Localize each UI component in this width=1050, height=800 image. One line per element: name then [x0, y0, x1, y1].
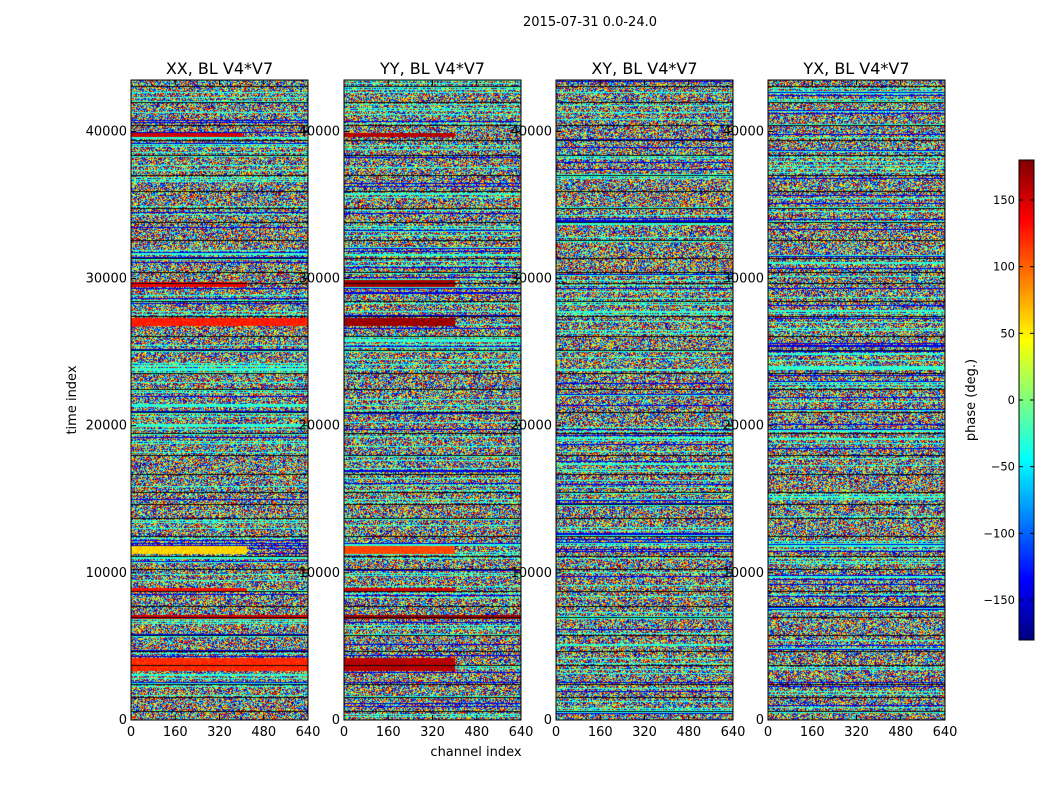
x-tick-label: 320 [420, 725, 445, 740]
x-tick-label: 480 [676, 725, 701, 740]
panel-4: YX, BL V4*V7 0 160 320 480 640 0 10000 20000 3000… [723, 59, 958, 740]
colorbar-gradient [1019, 160, 1034, 640]
y-tick-label: 30000 [299, 272, 340, 287]
x-tick-label: 0 [127, 725, 135, 740]
x-tick-label: 160 [588, 725, 613, 740]
y-tick-label: 20000 [299, 419, 340, 434]
y-tick-label: 40000 [723, 124, 764, 139]
y-tick-label: 30000 [723, 272, 764, 287]
y-tick-label: 10000 [511, 566, 552, 581]
y-tick-label: 20000 [723, 419, 764, 434]
x-tick-label: 320 [207, 725, 232, 740]
x-tick-label: 640 [296, 725, 321, 740]
colorbar-tick-label: −50 [991, 460, 1015, 474]
colorbar-tick-label: 150 [993, 193, 1015, 207]
panel-3: XY, BL V4*V7 0 160 320 480 640 0 10000 20000 3000… [511, 59, 746, 740]
colorbar-tick-label: 0 [1008, 393, 1015, 407]
panel-2-title: YY, BL V4*V7 [379, 59, 485, 78]
y-tick-label: 40000 [86, 124, 127, 139]
colorbar-tick-label: 100 [993, 260, 1015, 274]
x-tick-label: 480 [464, 725, 489, 740]
y-tick-label: 10000 [299, 566, 340, 581]
panel-2: YY, BL V4*V7 0 160 320 480 640 0 10000 20000 3000… [299, 59, 534, 740]
y-tick-label: 0 [756, 713, 764, 728]
x-tick-label: 480 [888, 725, 913, 740]
panel-3-title: XY, BL V4*V7 [591, 59, 697, 78]
y-tick-label: 0 [544, 713, 552, 728]
panel-4-heatmap [768, 80, 945, 720]
y-tick-label: 10000 [723, 566, 764, 581]
y-tick-label: 30000 [86, 272, 127, 287]
y-tick-label: 40000 [511, 124, 552, 139]
colorbar-tick-label: −150 [983, 593, 1015, 607]
x-tick-label: 320 [632, 725, 657, 740]
figure-suptitle: 2015-07-31 0.0-24.0 [523, 15, 657, 30]
panel-1-title: XX, BL V4*V7 [166, 59, 273, 78]
x-tick-label: 320 [844, 725, 869, 740]
x-axis-label: channel index [430, 745, 521, 760]
y-tick-label: 10000 [86, 566, 127, 581]
colorbar-label: phase (deg.) [964, 359, 979, 441]
panel-1-heatmap [131, 80, 308, 720]
x-tick-label: 160 [800, 725, 825, 740]
x-tick-label: 640 [933, 725, 958, 740]
panel-2-heatmap [344, 80, 521, 720]
panel-4-title: YX, BL V4*V7 [802, 59, 909, 78]
x-tick-label: 480 [251, 725, 276, 740]
y-tick-label: 30000 [511, 272, 552, 287]
x-tick-label: 160 [376, 725, 401, 740]
x-tick-label: 0 [764, 725, 772, 740]
panels-group: XX, BL V4*V7 0 160 320 480 640 0 10000 20000 3000… [86, 59, 958, 740]
x-tick-label: 0 [552, 725, 560, 740]
colorbar-tick-label: 50 [1000, 326, 1015, 340]
y-tick-label: 40000 [299, 124, 340, 139]
colorbar: −150 −100 −50 0 50 100 150 [983, 159, 1035, 641]
y-tick-label: 0 [332, 713, 340, 728]
x-tick-label: 160 [163, 725, 188, 740]
x-tick-label: 0 [340, 725, 348, 740]
panel-3-heatmap [556, 80, 733, 720]
y-axis-label: time index [65, 365, 80, 434]
x-tick-label: 640 [721, 725, 746, 740]
colorbar-tick-label: −100 [983, 526, 1015, 540]
y-tick-label: 20000 [86, 419, 127, 434]
x-tick-label: 640 [509, 725, 534, 740]
y-tick-label: 20000 [511, 419, 552, 434]
y-tick-label: 0 [119, 713, 127, 728]
panel-1: XX, BL V4*V7 0 160 320 480 640 0 10000 20000 3000… [86, 59, 321, 740]
